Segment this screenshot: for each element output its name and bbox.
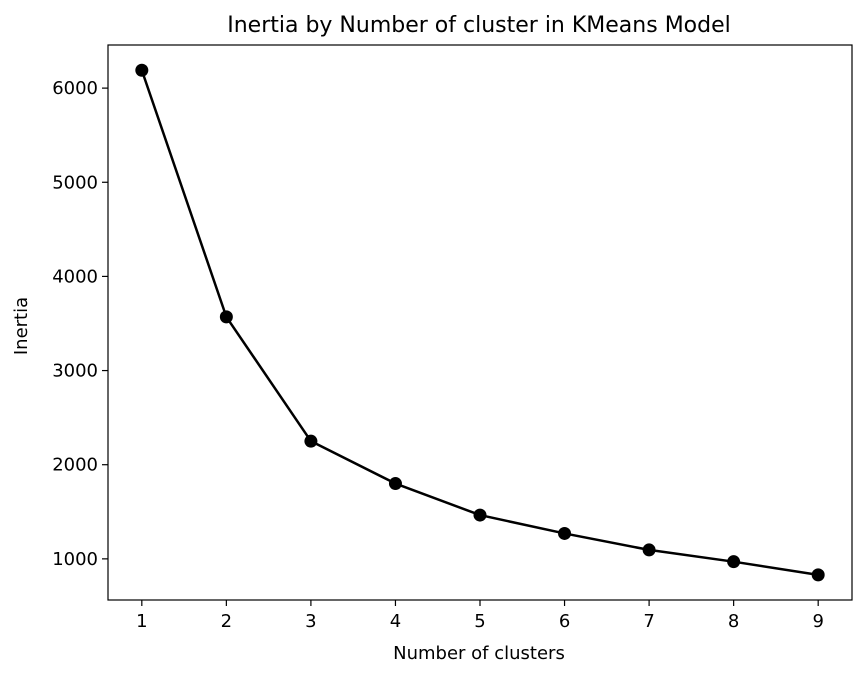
x-tick-label: 5 (474, 611, 485, 632)
data-point (642, 543, 656, 557)
data-point (304, 434, 318, 448)
data-point (811, 568, 825, 582)
x-tick-label: 6 (559, 611, 570, 632)
y-tick-label: 3000 (52, 361, 98, 382)
x-tick-label: 4 (390, 611, 401, 632)
data-point (219, 310, 233, 324)
data-point (473, 508, 487, 522)
y-tick-label: 1000 (52, 549, 98, 570)
series-line (140, 69, 819, 577)
x-tick-label: 8 (728, 611, 739, 632)
x-axis-title: Number of clusters (393, 643, 565, 664)
x-tick-label: 9 (812, 611, 823, 632)
y-tick-label: 6000 (52, 78, 98, 99)
x-tick-label: 2 (221, 611, 232, 632)
data-point (727, 555, 741, 569)
y-tick-label: 5000 (52, 172, 98, 193)
plot-area: 1 2 3 4 5 6 7 8 9 1000 2000 3000 4000 5000 6000 (52, 44, 853, 632)
data-point (388, 477, 402, 491)
x-tick-label: 1 (136, 611, 147, 632)
data-point (135, 63, 149, 77)
y-tick-label: 4000 (52, 266, 98, 287)
y-axis-title: Inertia (11, 297, 32, 355)
data-point (558, 526, 572, 540)
chart-title: Inertia by Number of cluster in KMeans M… (227, 13, 731, 38)
y-tick-label: 2000 (52, 455, 98, 476)
x-tick-label: 7 (643, 611, 654, 632)
x-tick-label: 3 (305, 611, 316, 632)
